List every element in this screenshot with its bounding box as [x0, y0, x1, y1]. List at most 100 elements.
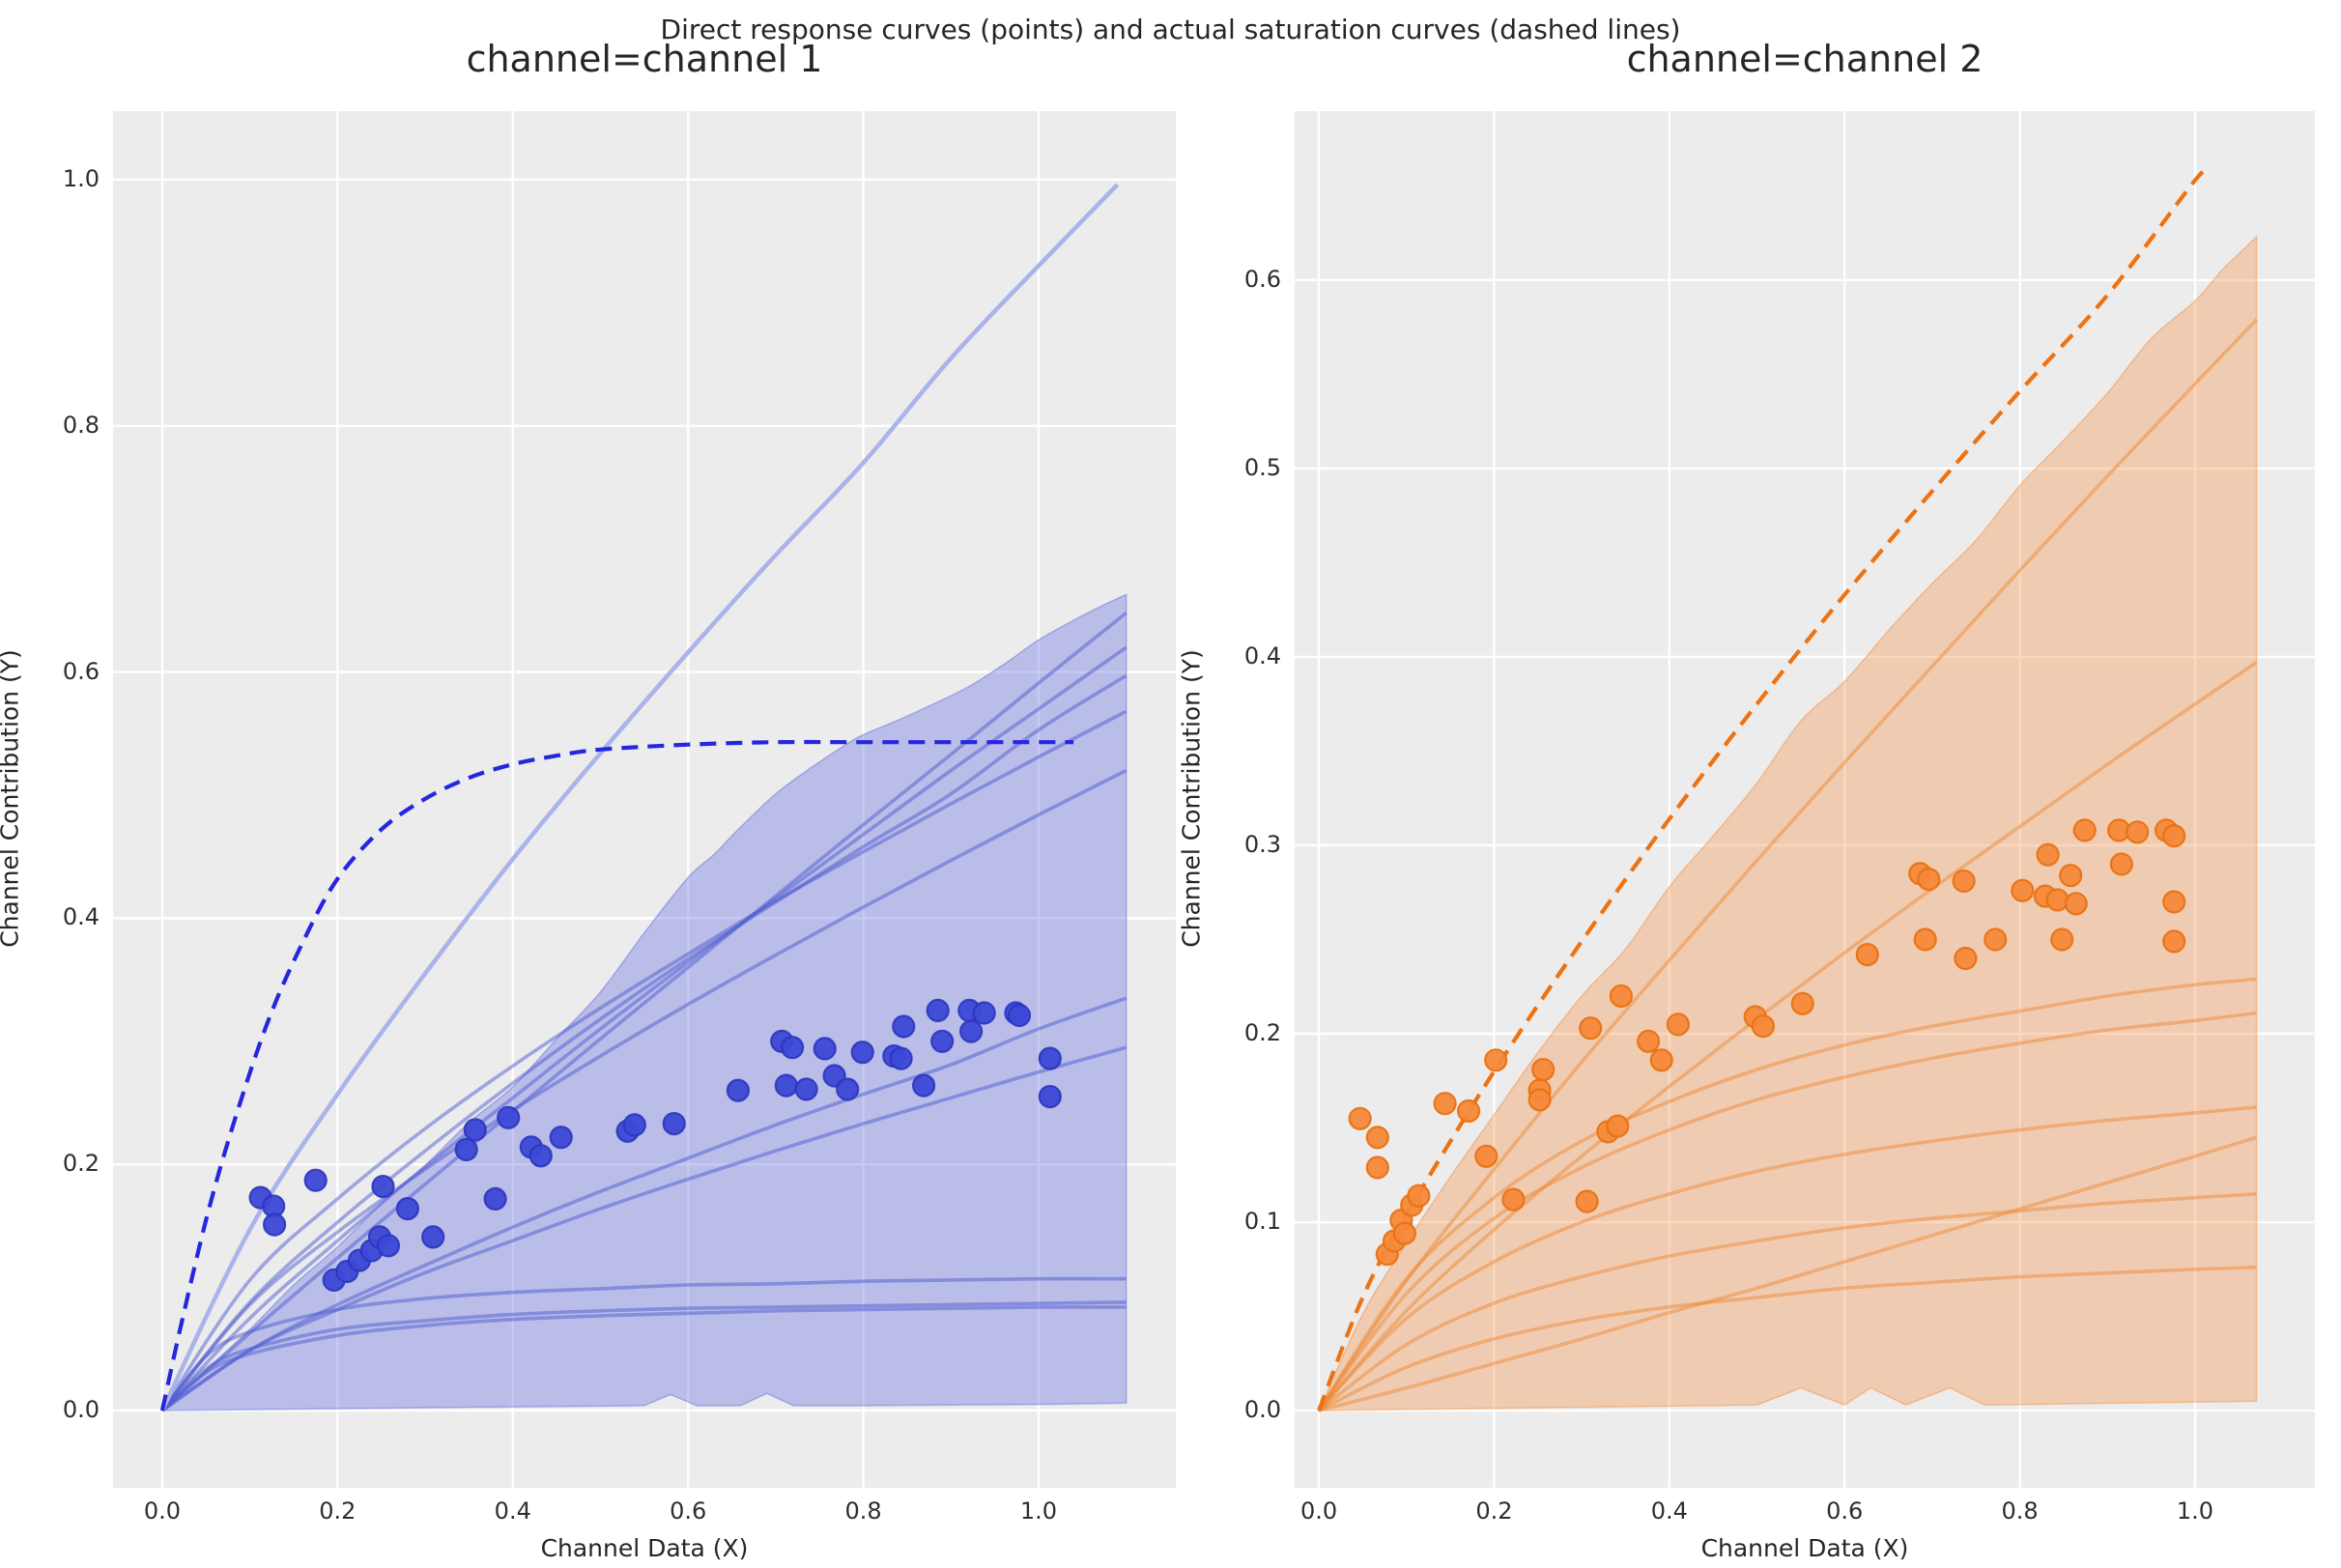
scatter-point [1501, 1187, 1526, 1212]
x-axis-label: Channel Data (X) [1700, 1534, 1909, 1562]
plot-area-channel-1 [113, 111, 1176, 1488]
scatter-point [1474, 1144, 1499, 1168]
y-axis-label: Channel Contribution (Y) [0, 648, 24, 948]
scatter-point [2072, 818, 2097, 842]
scatter-point [1637, 1029, 1661, 1053]
scatter-point [1609, 984, 1633, 1009]
scatter-point [911, 1073, 936, 1098]
x-tick-label: 0.0 [143, 1497, 182, 1525]
scatter-point [1484, 1048, 1508, 1072]
x-tick-label: 0.4 [1650, 1497, 1688, 1525]
y-tick-label: 0.0 [62, 1395, 100, 1423]
sample-response-curve [1317, 977, 2257, 1412]
scatter-point [1666, 1012, 1690, 1037]
scatter-point [1649, 1048, 1673, 1072]
scatter-point [1007, 1003, 1032, 1028]
sample-response-curve [1317, 1011, 2257, 1412]
scatter-point [1038, 1084, 1062, 1109]
sample-response-curve [160, 709, 1128, 1411]
saturation-dashed-curve [159, 739, 1074, 1411]
sample-response-curve [1318, 1135, 2258, 1412]
scatter-point [463, 1118, 487, 1142]
x-tick-label: 1.0 [1019, 1497, 1058, 1525]
scatter-point [1855, 942, 1879, 967]
scatter-point [376, 1234, 401, 1258]
scatter-point [1531, 1057, 1556, 1082]
scatter-point [421, 1225, 445, 1249]
y-tick-label: 0.6 [62, 657, 100, 685]
scatter-point [972, 1001, 996, 1025]
scatter-point [1407, 1183, 1431, 1208]
sample-response-curve [160, 768, 1128, 1412]
x-tick-label: 0.2 [1475, 1497, 1513, 1525]
chart-canvas [113, 111, 1176, 1488]
scatter-point [2162, 929, 2186, 954]
scatter-point [303, 1168, 328, 1192]
scatter-point [850, 1041, 874, 1065]
scatter-point [1348, 1106, 1372, 1130]
scatter-point [892, 1014, 916, 1039]
y-tick-label: 0.8 [62, 411, 100, 439]
sample-response-curve [160, 1305, 1127, 1412]
scatter-point [1952, 869, 1976, 894]
scatter-point [726, 1078, 751, 1102]
y-tick-label: 0.4 [1243, 641, 1281, 670]
sample-response-curve [160, 1045, 1128, 1412]
scatter-point [1392, 1221, 1417, 1245]
y-tick-label: 1.0 [62, 164, 100, 192]
scatter-point [1457, 1098, 1481, 1124]
scatter-point [263, 1212, 287, 1237]
x-tick-label: 0.2 [319, 1497, 357, 1525]
x-tick-label: 0.8 [2001, 1497, 2039, 1525]
y-axis-label: Channel Contribution (Y) [1177, 648, 1206, 948]
scatter-point [2162, 824, 2186, 848]
x-tick-label: 0.6 [670, 1497, 707, 1525]
sample-response-curve [160, 611, 1128, 1412]
scatter-point [1575, 1189, 1599, 1213]
y-tick-label: 0.5 [1243, 453, 1281, 481]
scatter-point [454, 1137, 478, 1162]
x-tick-label: 0.0 [1299, 1497, 1338, 1525]
scatter-point [836, 1077, 860, 1101]
sample-response-curve [1317, 1105, 2257, 1412]
y-tick-label: 0.4 [62, 903, 100, 931]
x-tick-label: 0.4 [494, 1497, 531, 1525]
y-tick-label: 0.6 [1243, 265, 1281, 293]
scatter-point [2064, 892, 2088, 916]
sample-response-curve [1318, 1266, 2257, 1412]
y-tick-label: 0.0 [1243, 1396, 1281, 1424]
scatter-point [483, 1186, 507, 1212]
figure-title: Direct response curves (points) and actu… [660, 14, 1681, 45]
x-tick-label: 1.0 [2176, 1497, 2214, 1525]
plot-area-channel-2 [1295, 111, 2315, 1488]
scatter-point [2162, 890, 2186, 914]
scatter-point [780, 1036, 805, 1060]
sample-response-curve [160, 645, 1128, 1412]
scatter-point [1917, 867, 1941, 892]
scatter-point [1913, 927, 1937, 952]
saturation-dashed-curve [1317, 168, 2208, 1411]
scatter-point [2059, 864, 2083, 888]
plot-background [1295, 111, 2315, 1488]
sample-response-curve [160, 1276, 1127, 1412]
scatter-point [395, 1196, 419, 1221]
scatter-point [2126, 820, 2150, 844]
prior-response-curve [159, 183, 1120, 1411]
scatter-point [958, 1019, 984, 1043]
scatter-point [889, 1046, 913, 1070]
scatter-point [622, 1113, 646, 1137]
sample-response-curve [160, 1300, 1127, 1412]
scatter-point [1527, 1088, 1552, 1112]
scatter-point [549, 1126, 573, 1150]
scatter-point [1954, 946, 1978, 971]
plot-background [113, 111, 1176, 1488]
y-tick-label: 0.1 [1243, 1208, 1281, 1236]
scatter-point [1751, 1014, 1775, 1039]
sample-response-curve [1317, 318, 2258, 1412]
scatter-point [1579, 1016, 1603, 1041]
scatter-point [926, 998, 950, 1023]
subplot-title-channel-2: channel=channel 2 [1626, 38, 1984, 80]
scatter-point [1984, 927, 2008, 952]
y-tick-label: 0.2 [62, 1150, 100, 1178]
scatter-point [662, 1111, 686, 1136]
